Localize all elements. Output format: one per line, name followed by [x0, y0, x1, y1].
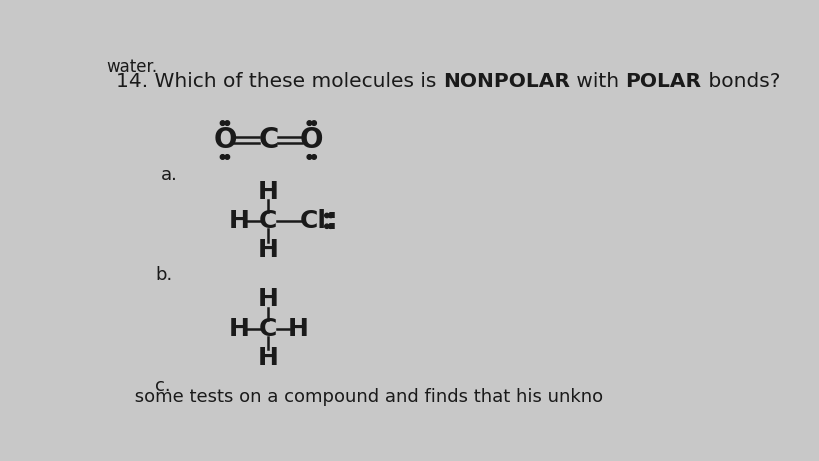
- Text: :: :: [325, 207, 337, 236]
- Text: 14. Which of these molecules is: 14. Which of these molecules is: [116, 72, 442, 91]
- Text: C: C: [259, 317, 277, 341]
- Text: with: with: [569, 72, 625, 91]
- Circle shape: [324, 224, 328, 228]
- Text: H: H: [229, 317, 249, 341]
- Text: POLAR: POLAR: [625, 72, 701, 91]
- Text: O: O: [300, 126, 324, 154]
- Text: C: C: [259, 209, 277, 233]
- Circle shape: [324, 213, 328, 218]
- Text: H: H: [258, 287, 278, 312]
- Text: H: H: [229, 209, 249, 233]
- Circle shape: [220, 121, 224, 125]
- Circle shape: [311, 121, 316, 125]
- Text: C: C: [258, 126, 278, 154]
- Text: H: H: [258, 346, 278, 370]
- Text: bonds?: bonds?: [701, 72, 779, 91]
- Text: NONPOLAR: NONPOLAR: [442, 72, 569, 91]
- Circle shape: [224, 154, 229, 159]
- Text: b.: b.: [155, 266, 172, 284]
- Text: water.: water.: [106, 59, 157, 77]
- Text: Cl: Cl: [300, 209, 327, 233]
- Text: some tests on a compound and finds that his unkno: some tests on a compound and finds that …: [106, 389, 603, 407]
- Text: H: H: [258, 180, 278, 204]
- Circle shape: [328, 224, 333, 228]
- Text: a.: a.: [161, 165, 177, 183]
- Circle shape: [307, 154, 311, 159]
- Text: O: O: [213, 126, 237, 154]
- Circle shape: [307, 121, 311, 125]
- Circle shape: [220, 154, 224, 159]
- Circle shape: [224, 121, 229, 125]
- Text: H: H: [287, 317, 308, 341]
- Circle shape: [328, 213, 333, 218]
- Circle shape: [311, 154, 316, 159]
- Text: c.: c.: [155, 378, 170, 396]
- Text: H: H: [258, 238, 278, 262]
